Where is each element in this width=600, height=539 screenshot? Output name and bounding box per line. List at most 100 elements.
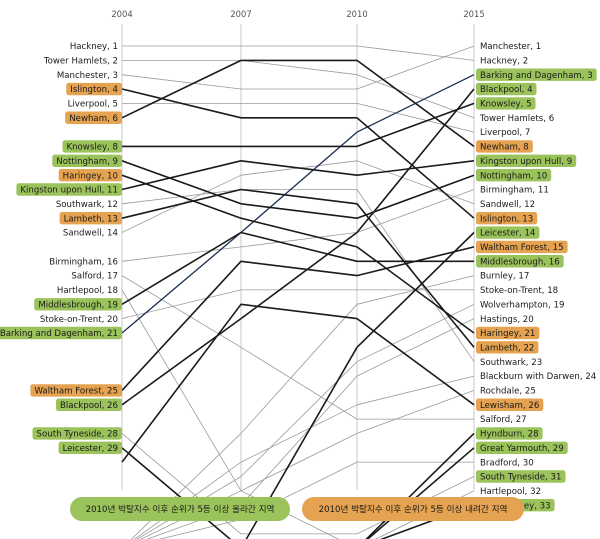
left-label-south-tyneside-28: South Tyneside, 28 <box>32 427 122 440</box>
label-badge-up <box>0 326 122 340</box>
right-label-waltham-forest-15: Waltham Forest, 15 <box>476 240 568 254</box>
left-label-newham-6: Newham, 6 <box>65 111 122 124</box>
series-line-tower-hamlets <box>122 60 475 119</box>
label-badge-down <box>65 111 122 124</box>
label-badge-down <box>30 384 122 397</box>
left-label-birmingham-16: Birmingham, 16 <box>49 257 118 267</box>
label-text: Blackpool, 4 <box>480 85 533 95</box>
label-text: Middlesbrough, 19 <box>38 300 118 310</box>
label-text: Hastings, 20 <box>480 315 534 325</box>
label-text: Stoke-on-Trent, 20 <box>40 315 118 325</box>
right-label-stoke-on-trent-18: Stoke-on-Trent, 18 <box>480 286 558 296</box>
series-line-hackney <box>122 45 475 61</box>
label-badge-up <box>52 154 122 167</box>
label-text: Lambeth, 13 <box>64 214 118 224</box>
label-text: Barking and Dagenham, 3 <box>480 71 593 81</box>
label-text: Newham, 6 <box>69 114 118 124</box>
right-label-hastings-20: Hastings, 20 <box>480 315 534 325</box>
left-label-southwark-12: Southwark, 12 <box>56 200 118 210</box>
right-label-great-yarmouth-29: Great Yarmouth, 29 <box>476 441 568 454</box>
left-label-lambeth-13: Lambeth, 13 <box>59 212 122 225</box>
label-badge-up <box>476 68 597 81</box>
right-label-knowsley-5: Knowsley, 5 <box>476 97 536 110</box>
label-text: Islington, 13 <box>480 214 533 224</box>
year-label-2007: 2007 <box>230 9 251 19</box>
right-label-barking-and-dagenham-3: Barking and Dagenham, 3 <box>476 68 597 81</box>
left-label-waltham-forest-25: Waltham Forest, 25 <box>30 384 122 397</box>
label-text: Great Yarmouth, 29 <box>480 444 564 454</box>
label-text: Blackburn with Darwen, 24 <box>480 372 596 382</box>
left-label-islington-4: Islington, 4 <box>66 82 122 96</box>
right-label-southwark-23: Southwark, 23 <box>480 358 542 368</box>
right-label-lambeth-22: Lambeth, 22 <box>476 341 539 354</box>
left-label-liverpool-5: Liverpool, 5 <box>68 100 118 110</box>
series-line-kingston-upon-hull <box>121 160 475 191</box>
left-label-barking-and-dagenham-21: Barking and Dagenham, 21 <box>0 326 122 340</box>
label-text: South Tyneside, 28 <box>37 430 118 440</box>
label-text: Wolverhampton, 19 <box>480 300 564 310</box>
right-label-blackburn-with-darwen-24: Blackburn with Darwen, 24 <box>480 372 596 382</box>
right-label-sandwell-12: Sandwell, 12 <box>480 200 535 210</box>
year-label-2010: 2010 <box>346 9 367 19</box>
label-text: Salford, 27 <box>480 415 527 425</box>
label-text: Bradford, 30 <box>480 458 534 468</box>
label-badge-up <box>32 427 122 440</box>
label-badge-down <box>59 212 122 225</box>
legend-up-label: 2010년 박탈지수 이후 순위가 5등 이상 올라간 지역 <box>85 505 275 515</box>
label-text: Kingston upon Hull, 9 <box>480 157 572 167</box>
right-label-birmingham-11: Birmingham, 11 <box>480 186 549 196</box>
right-label-rochdale-25: Rochdale, 25 <box>480 387 536 397</box>
label-text: Nottingham, 9 <box>56 157 118 167</box>
series-line-hastings <box>146 318 475 539</box>
right-label-hartlepool-32: Hartlepool, 32 <box>480 487 541 497</box>
series-line-bradford <box>158 461 474 539</box>
left-label-tower-hamlets-2: Tower Hamlets, 2 <box>43 56 118 66</box>
label-badge-down <box>476 341 539 354</box>
label-text: Kingston upon Hull, 11 <box>20 186 118 196</box>
legend-down-badge: 2010년 박탈지수 이후 순위가 5등 이상 내려간 지역 <box>302 497 524 521</box>
label-text: Tower Hamlets, 6 <box>479 114 554 124</box>
right-label-hyndburn-28: Hyndburn, 28 <box>476 427 543 440</box>
left-label-middlesbrough-19: Middlesbrough, 19 <box>34 298 122 311</box>
left-label-sandwell-14: Sandwell, 14 <box>63 229 118 239</box>
right-label-blackpool-4: Blackpool, 4 <box>476 82 537 96</box>
label-text: Hackney, 1 <box>70 42 118 52</box>
left-label-stoke-on-trent-20: Stoke-on-Trent, 20 <box>40 315 118 325</box>
series-line-knowsley <box>122 102 475 148</box>
series-line-east-lindsey <box>379 504 475 539</box>
label-text: Manchester, 3 <box>57 71 118 81</box>
right-label-lewisham-26: Lewisham, 26 <box>476 398 544 411</box>
label-badge-up <box>476 168 552 182</box>
right-label-salford-27: Salford, 27 <box>480 415 527 425</box>
right-label-tower-hamlets-6: Tower Hamlets, 6 <box>479 114 554 124</box>
label-text: Hackney, 2 <box>480 56 528 66</box>
label-badge-up <box>476 82 537 96</box>
year-label-2015: 2015 <box>463 9 484 19</box>
left-label-blackpool-26: Blackpool, 26 <box>56 398 122 411</box>
label-text: Middlesbrough, 16 <box>480 257 560 267</box>
label-text: Manchester, 1 <box>480 42 541 52</box>
left-label-manchester-3: Manchester, 3 <box>57 71 118 81</box>
label-text: Southwark, 23 <box>480 358 542 368</box>
left-label-kingston-upon-hull-11: Kingston upon Hull, 11 <box>16 183 122 196</box>
right-label-islington-13: Islington, 13 <box>476 212 538 225</box>
label-badge-up <box>34 298 122 311</box>
right-label-leicester-14: Leicester, 14 <box>476 226 540 239</box>
legend-up-badge: 2010년 박탈지수 이후 순위가 5등 이상 올라간 지역 <box>70 497 290 521</box>
series-line-haringey <box>121 174 475 334</box>
label-text: Haringey, 10 <box>63 171 118 181</box>
chart-lines <box>121 45 475 539</box>
label-text: Waltham Forest, 15 <box>480 243 564 253</box>
label-badge-up <box>16 183 122 196</box>
label-text: Rochdale, 25 <box>480 387 536 397</box>
label-text: Liverpool, 7 <box>480 128 530 138</box>
label-text: Blackpool, 26 <box>60 401 118 411</box>
left-label-salford-17: Salford, 17 <box>71 272 118 282</box>
right-label-newham-8: Newham, 8 <box>476 140 533 153</box>
right-label-haringey-21: Haringey, 21 <box>476 326 540 340</box>
series-line-birmingham <box>121 189 475 262</box>
series-line-salford <box>121 275 474 420</box>
label-text: Sandwell, 14 <box>63 229 118 239</box>
label-text: Burnley, 17 <box>480 272 529 282</box>
